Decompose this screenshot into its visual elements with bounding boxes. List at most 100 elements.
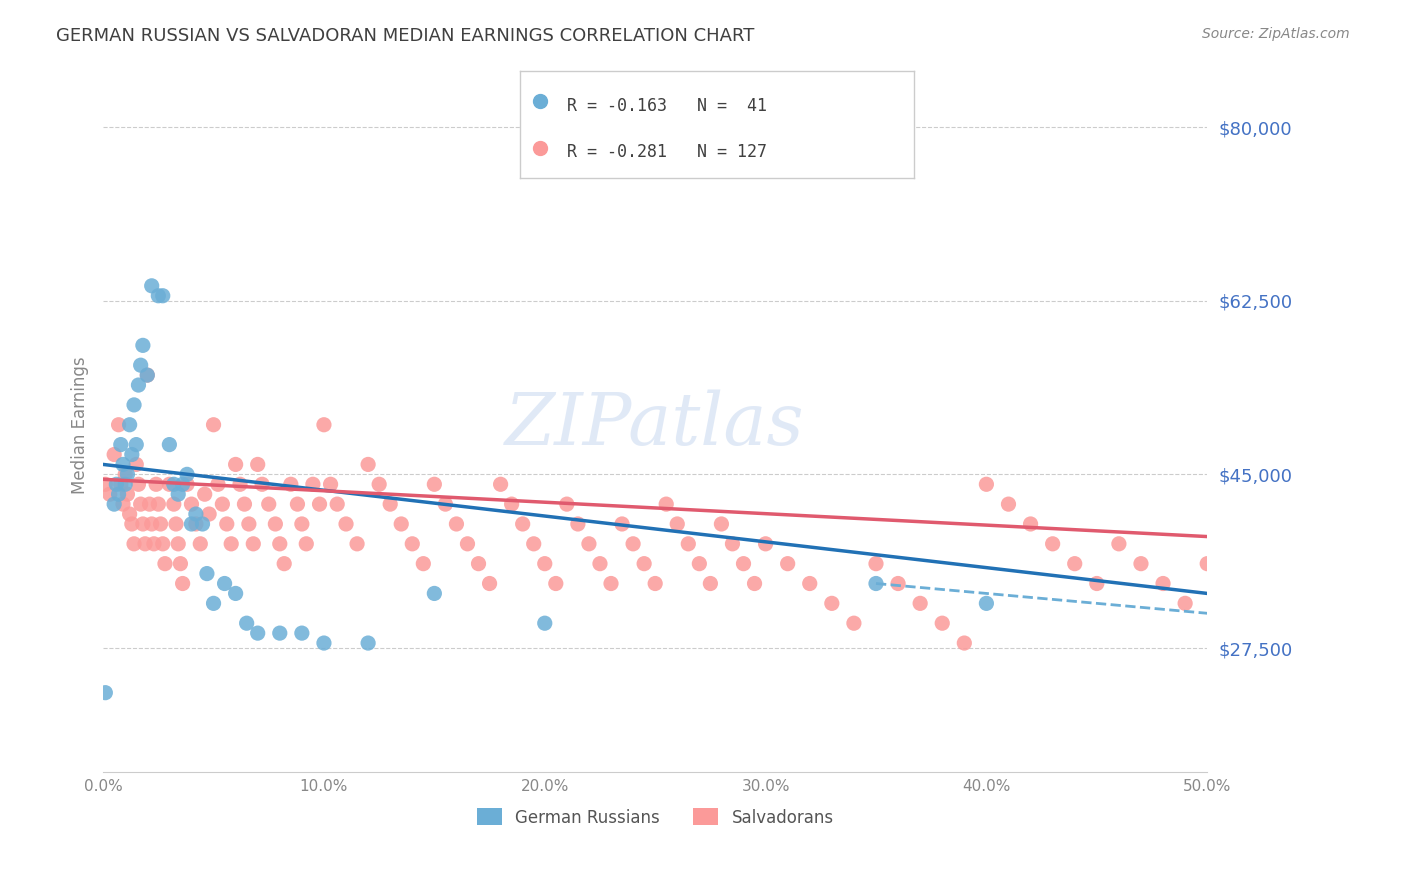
Point xyxy=(1152,576,1174,591)
Point xyxy=(125,437,148,451)
Point xyxy=(533,616,555,631)
Point xyxy=(368,477,391,491)
Point xyxy=(257,497,280,511)
Point xyxy=(312,636,335,650)
Point xyxy=(589,557,612,571)
Point xyxy=(184,507,207,521)
Point xyxy=(136,368,159,383)
Point xyxy=(280,477,302,491)
Point xyxy=(122,537,145,551)
Point xyxy=(180,497,202,511)
Point xyxy=(578,537,600,551)
Point xyxy=(191,516,214,531)
Text: R = -0.163   N =  41: R = -0.163 N = 41 xyxy=(568,96,768,114)
Point xyxy=(127,378,149,392)
Point xyxy=(291,516,314,531)
Point xyxy=(1019,516,1042,531)
Point xyxy=(1108,537,1130,551)
Point xyxy=(799,576,821,591)
Point xyxy=(195,566,218,581)
Point xyxy=(117,487,139,501)
Point xyxy=(127,477,149,491)
Point xyxy=(887,576,910,591)
Point xyxy=(153,557,176,571)
Point xyxy=(1263,616,1285,631)
Point xyxy=(157,437,180,451)
Point xyxy=(114,467,136,482)
Point xyxy=(1197,557,1219,571)
Point xyxy=(678,537,700,551)
Point xyxy=(1395,665,1406,680)
Point xyxy=(1284,537,1306,551)
Point xyxy=(198,507,221,521)
Point xyxy=(512,516,534,531)
Point xyxy=(953,636,976,650)
Point xyxy=(997,497,1019,511)
Point xyxy=(214,576,236,591)
Point xyxy=(125,458,148,472)
Point xyxy=(1306,557,1329,571)
Point xyxy=(246,626,269,640)
Point xyxy=(141,278,163,293)
Point xyxy=(98,487,121,501)
Point xyxy=(149,516,172,531)
Point xyxy=(865,557,887,571)
Point xyxy=(308,497,330,511)
Point xyxy=(976,596,998,610)
Point xyxy=(141,516,163,531)
Point xyxy=(157,477,180,491)
Point xyxy=(114,477,136,491)
Point xyxy=(380,497,402,511)
Point xyxy=(666,516,689,531)
Text: GERMAN RUSSIAN VS SALVADORAN MEDIAN EARNINGS CORRELATION CHART: GERMAN RUSSIAN VS SALVADORAN MEDIAN EARN… xyxy=(56,27,755,45)
Point xyxy=(533,557,555,571)
Point xyxy=(242,537,264,551)
Point xyxy=(167,487,190,501)
Point xyxy=(423,586,446,600)
Point xyxy=(107,487,129,501)
Point xyxy=(132,516,155,531)
Point xyxy=(1085,576,1108,591)
Point xyxy=(821,596,844,610)
Point xyxy=(931,616,953,631)
Point xyxy=(94,477,117,491)
Point xyxy=(312,417,335,432)
Point xyxy=(121,448,143,462)
Point xyxy=(202,417,225,432)
Point xyxy=(129,497,152,511)
Point xyxy=(103,448,125,462)
Point xyxy=(184,516,207,531)
Point xyxy=(107,417,129,432)
Point xyxy=(501,497,523,511)
Point xyxy=(110,477,132,491)
Text: Source: ZipAtlas.com: Source: ZipAtlas.com xyxy=(1202,27,1350,41)
Point xyxy=(357,636,380,650)
Point xyxy=(145,477,167,491)
Point xyxy=(699,576,721,591)
Point xyxy=(357,458,380,472)
Point xyxy=(423,477,446,491)
Point xyxy=(136,368,159,383)
Point xyxy=(111,497,134,511)
Point xyxy=(446,516,468,531)
Point xyxy=(1042,537,1064,551)
Point xyxy=(233,497,256,511)
Point xyxy=(246,458,269,472)
Point xyxy=(269,626,291,640)
Point xyxy=(776,557,799,571)
Point xyxy=(319,477,342,491)
Point xyxy=(1329,348,1351,362)
Point xyxy=(291,626,314,640)
Point xyxy=(215,516,238,531)
Point xyxy=(621,537,644,551)
Point xyxy=(688,557,710,571)
Point xyxy=(467,557,489,571)
Point xyxy=(229,477,252,491)
Point xyxy=(103,497,125,511)
Point xyxy=(412,557,434,571)
Point xyxy=(865,576,887,591)
Point xyxy=(163,477,186,491)
Point xyxy=(600,576,623,591)
Point xyxy=(1130,557,1153,571)
Text: ZIPatlas: ZIPatlas xyxy=(505,390,806,460)
